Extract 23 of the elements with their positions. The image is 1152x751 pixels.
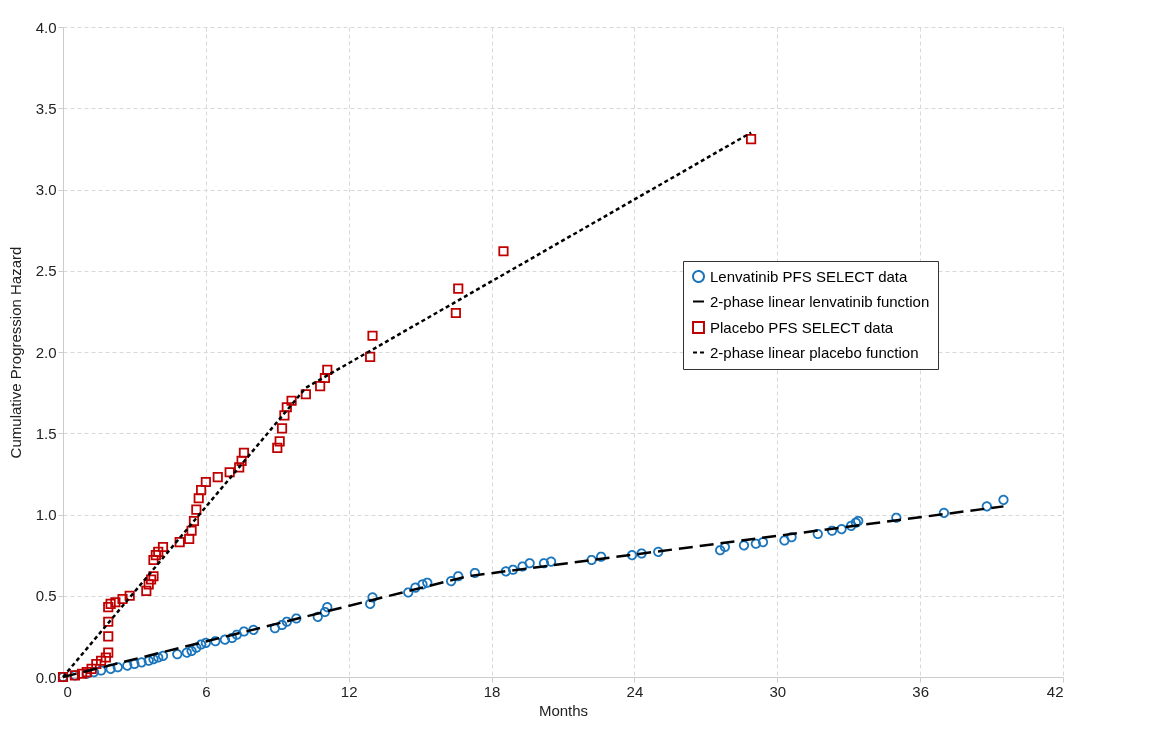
y-tick-label: 3.0 xyxy=(35,181,57,198)
y-tick-label: 0.5 xyxy=(35,587,57,605)
y-tick-label: 1.0 xyxy=(35,506,57,523)
y-tick-label: 3.5 xyxy=(35,99,57,117)
y-tick-label: 0.0 xyxy=(35,668,57,686)
x-tick-label: 36 xyxy=(912,682,929,700)
y-axis-title: Cumulative Progression Hazard xyxy=(6,246,24,459)
x-axis-title: Months xyxy=(538,701,589,719)
x-tick-label: 6 xyxy=(202,682,211,700)
legend-label: 2-phase linear placebo function xyxy=(710,343,919,361)
legend-label: Lenvatinib PFS SELECT data xyxy=(710,267,908,285)
y-tick-label: 2.0 xyxy=(35,343,57,361)
y-tick-label: 2.5 xyxy=(35,262,57,280)
y-tick-label: 1.5 xyxy=(35,424,57,442)
x-tick-label: 18 xyxy=(483,682,501,700)
x-tick-label: 42 xyxy=(1046,682,1064,700)
x-tick-label: 30 xyxy=(769,682,787,700)
x-tick-label: 24 xyxy=(626,682,644,700)
x-tick-label: 0 xyxy=(63,682,72,700)
x-tick-label: 12 xyxy=(340,682,358,700)
legend-label: Placebo PFS SELECT data xyxy=(710,318,894,336)
y-tick-label: 4.0 xyxy=(35,18,57,36)
legend-label: 2-phase linear lenvatinib function xyxy=(710,292,930,310)
